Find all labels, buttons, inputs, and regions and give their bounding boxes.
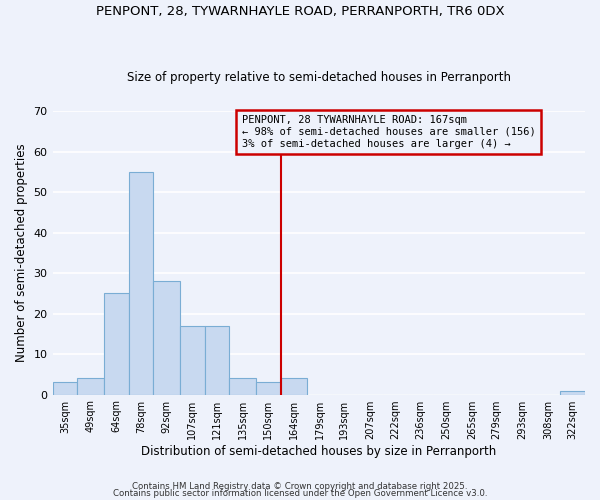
Text: Contains HM Land Registry data © Crown copyright and database right 2025.: Contains HM Land Registry data © Crown c… xyxy=(132,482,468,491)
X-axis label: Distribution of semi-detached houses by size in Perranporth: Distribution of semi-detached houses by … xyxy=(141,444,496,458)
Text: PENPONT, 28, TYWARNHAYLE ROAD, PERRANPORTH, TR6 0DX: PENPONT, 28, TYWARNHAYLE ROAD, PERRANPOR… xyxy=(95,5,505,18)
Bar xyxy=(180,326,205,394)
Bar xyxy=(104,294,128,394)
Bar xyxy=(205,326,229,394)
Bar xyxy=(154,281,180,394)
Bar xyxy=(229,378,256,394)
Bar xyxy=(256,382,281,394)
Bar xyxy=(560,390,585,394)
Text: Contains public sector information licensed under the Open Government Licence v3: Contains public sector information licen… xyxy=(113,490,487,498)
Y-axis label: Number of semi-detached properties: Number of semi-detached properties xyxy=(15,144,28,362)
Text: PENPONT, 28 TYWARNHAYLE ROAD: 167sqm
← 98% of semi-detached houses are smaller (: PENPONT, 28 TYWARNHAYLE ROAD: 167sqm ← 9… xyxy=(242,116,535,148)
Bar xyxy=(281,378,307,394)
Bar xyxy=(77,378,104,394)
Bar xyxy=(53,382,77,394)
Title: Size of property relative to semi-detached houses in Perranporth: Size of property relative to semi-detach… xyxy=(127,70,511,84)
Bar xyxy=(128,172,154,394)
